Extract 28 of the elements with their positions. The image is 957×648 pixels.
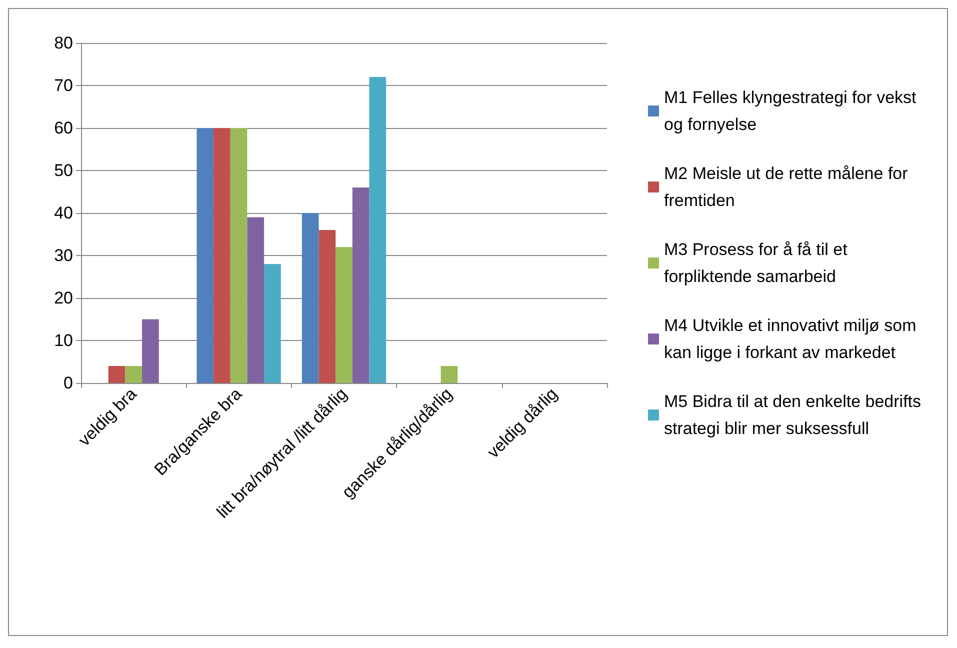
- y-tick-label: 30: [54, 246, 73, 265]
- legend-label: M3 Prosess for å få til et forpliktende samarbeid: [664, 240, 852, 286]
- bar: [214, 128, 230, 383]
- legend-label: M2 Meisle ut de rette målene for fremtiden: [664, 164, 913, 210]
- bar: [247, 217, 264, 383]
- y-tick-label: 70: [54, 76, 73, 95]
- legend-label: M4 Utvikle et innovativt miljø som kan ligge i forkant av markedet: [664, 316, 921, 362]
- bar: [318, 230, 336, 383]
- legend-label: M1 Felles klyngestrategi for vekst og fornyelse: [664, 88, 921, 134]
- y-tick-label: 60: [54, 118, 73, 138]
- bar: [369, 77, 386, 383]
- y-tick-label: 10: [54, 331, 73, 350]
- bar: [264, 264, 281, 383]
- bar: [230, 128, 248, 383]
- bar: [196, 128, 214, 383]
- y-tick-label: 40: [54, 204, 73, 222]
- bar: [125, 366, 142, 383]
- y-tick-label: 50: [54, 161, 73, 180]
- bar: [336, 247, 352, 383]
- bar: [142, 319, 159, 383]
- y-tick-label: 0: [64, 374, 73, 392]
- y-tick-label: 80: [54, 34, 73, 52]
- legend-label: M5 Bidra til at den enkelte bedrifts strategi blir mer suksessfull: [664, 392, 926, 438]
- bar: [302, 213, 319, 383]
- bar: [108, 366, 126, 383]
- bar: [352, 188, 370, 383]
- y-tick-label: 20: [54, 288, 73, 308]
- bar: [440, 366, 458, 383]
